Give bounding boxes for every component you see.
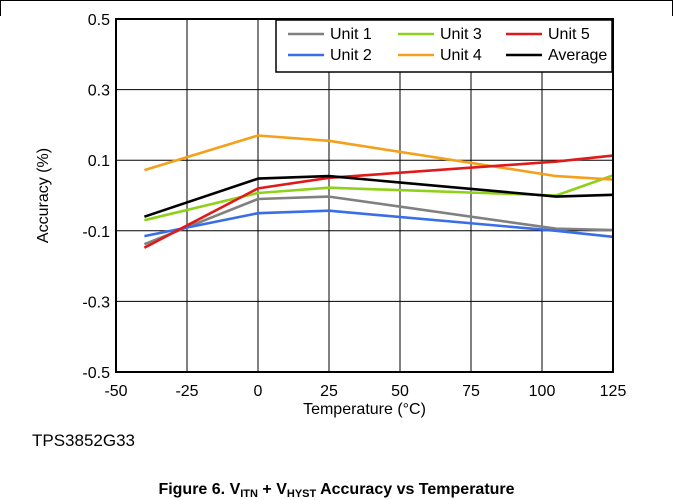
x-tick-label: -50 — [104, 383, 127, 400]
y-tick-label: 0.5 — [88, 12, 110, 29]
series-line-unit-3 — [144, 174, 614, 222]
y-axis-label: Accuracy (%) — [35, 148, 52, 243]
x-tick-label: 25 — [320, 383, 338, 400]
y-tick-label: 0.1 — [88, 153, 110, 170]
caption-mid: + V — [257, 481, 287, 498]
page-top-border — [0, 0, 673, 1]
legend-label: Unit 4 — [440, 47, 482, 64]
legend-label: Unit 2 — [330, 47, 372, 64]
legend-label: Average — [548, 47, 607, 64]
caption-sub-hyst: HYST — [286, 488, 317, 500]
x-tick-label: 75 — [462, 383, 480, 400]
series-line-unit-5 — [143, 154, 614, 249]
legend-label: Unit 1 — [330, 26, 372, 43]
y-tick-label: -0.3 — [82, 294, 110, 311]
legend-box — [275, 19, 613, 73]
x-tick-label: 50 — [391, 383, 409, 400]
caption-suffix: Accuracy vs Temperature — [316, 481, 515, 498]
series-line-unit-2 — [144, 209, 614, 239]
y-tick-label: 0.3 — [88, 83, 110, 100]
x-axis-label: Temperature (°C) — [303, 401, 426, 418]
y-tick-label: -0.5 — [82, 365, 110, 382]
x-tick-label: 100 — [529, 383, 556, 400]
caption-sub-itn: ITN — [240, 488, 258, 500]
x-tick-label: -25 — [175, 383, 198, 400]
plot-frame — [115, 18, 614, 373]
legend-label: Unit 5 — [548, 26, 590, 43]
page-left-border — [0, 0, 1, 16]
accuracy-chart: -50 -25 0 25 50 75 100 125 -0.5 -0.3 -0.1 0.1 0.3 0.5… — [35, 12, 627, 418]
legend-label: Unit 3 — [440, 26, 482, 43]
y-tick-label: -0.1 — [82, 224, 110, 241]
x-tick-label: 125 — [600, 383, 627, 400]
caption-prefix: Figure 6. V — [158, 481, 241, 498]
x-tick-label: 0 — [254, 383, 263, 400]
figure-caption: Figure 6. VITN + VHYST Accuracy vs Tempe… — [0, 481, 673, 500]
part-number-label: TPS3852G33 — [32, 431, 136, 450]
